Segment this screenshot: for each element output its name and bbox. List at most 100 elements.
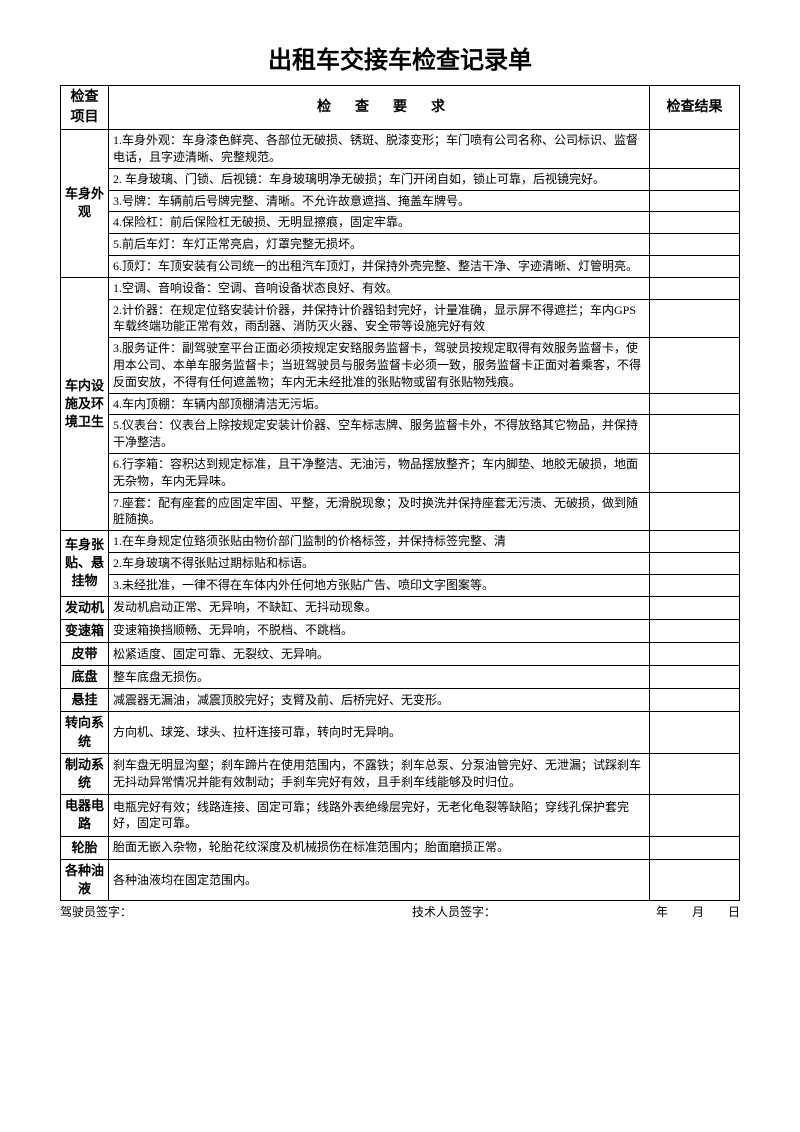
technician-signature: 技术人员签字： [412, 903, 496, 920]
table-row: 制动系统刹车盘无明显沟壑；刹车蹄片在使用范围内，不露铁；刹车总泵、分泵油管完好、… [61, 753, 740, 794]
requirement-cell: 1.在车身规定位臵须张贴由物价部门监制的价格标签，并保持标签完整、清 [109, 531, 650, 553]
category-cell: 底盘 [61, 666, 109, 689]
category-cell: 车身外观 [61, 130, 109, 278]
category-cell: 悬挂 [61, 689, 109, 712]
requirement-cell: 1.空调、音响设备：空调、音响设备状态良好、有效。 [109, 277, 650, 299]
table-row: 电器电路电瓶完好有效；线路连接、固定可靠；线路外表绝缘层完好，无老化龟裂等缺陷；… [61, 795, 740, 836]
table-row: 转向系统方向机、球笼、球头、拉杆连接可靠，转向时无异响。 [61, 712, 740, 753]
table-row: 车内设施及环境卫生1.空调、音响设备：空调、音响设备状态良好、有效。 [61, 277, 740, 299]
header-requirement: 检查要求 [109, 86, 650, 130]
result-cell [650, 619, 740, 642]
result-cell [650, 299, 740, 338]
requirement-cell: 4.保险杠：前后保险杠无破损、无明显擦痕，固定牢靠。 [109, 212, 650, 234]
category-cell: 轮胎 [61, 836, 109, 859]
requirement-cell: 各种油液均在固定范围内。 [109, 859, 650, 900]
table-row: 4.车内顶棚：车辆内部顶棚清洁无污垢。 [61, 393, 740, 415]
category-cell: 各种油液 [61, 859, 109, 900]
result-cell [650, 234, 740, 256]
table-row: 底盘整车底盘无损伤。 [61, 666, 740, 689]
requirement-cell: 变速箱换挡顺畅、无异响，不脱档、不跳档。 [109, 619, 650, 642]
result-cell [650, 642, 740, 665]
table-row: 6.行李箱：容积达到规定标准，且干净整洁、无油污，物品摆放整齐；车内脚垫、地胶无… [61, 453, 740, 492]
result-cell [650, 836, 740, 859]
requirement-cell: 6.顶灯：车顶安装有公司统一的出租汽车顶灯，并保持外壳完整、整洁干净、字迹清晰、… [109, 255, 650, 277]
table-row: 4.保险杠：前后保险杠无破损、无明显擦痕，固定牢靠。 [61, 212, 740, 234]
requirement-cell: 3.未经批准，一律不得在车体内外任何地方张贴广告、喷印文字图案等。 [109, 574, 650, 596]
result-cell [650, 393, 740, 415]
result-cell [650, 453, 740, 492]
table-row: 车身外观1.车身外观：车身漆色鲜亮、各部位无破损、锈斑、脱漆变形；车门喷有公司名… [61, 130, 740, 169]
page-title: 出租车交接车检查记录单 [60, 40, 740, 75]
requirement-cell: 2.计价器：在规定位臵安装计价器，并保持计价器铅封完好，计量准确，显示屏不得遮拦… [109, 299, 650, 338]
table-row: 6.顶灯：车顶安装有公司统一的出租汽车顶灯，并保持外壳完整、整洁干净、字迹清晰、… [61, 255, 740, 277]
category-cell: 车身张贴、悬挂物 [61, 531, 109, 596]
table-row: 5.前后车灯：车灯正常亮启，灯罩完整无损坏。 [61, 234, 740, 256]
category-cell: 转向系统 [61, 712, 109, 753]
requirement-cell: 刹车盘无明显沟壑；刹车蹄片在使用范围内，不露铁；刹车总泵、分泵油管完好、无泄漏；… [109, 753, 650, 794]
result-cell [650, 130, 740, 169]
requirement-cell: 胎面无嵌入杂物，轮胎花纹深度及机械损伤在标准范围内；胎面磨损正常。 [109, 836, 650, 859]
table-row: 轮胎胎面无嵌入杂物，轮胎花纹深度及机械损伤在标准范围内；胎面磨损正常。 [61, 836, 740, 859]
requirement-cell: 2. 车身玻璃、门锁、后视镜：车身玻璃明净无破损；车门开闭自如，锁止可靠，后视镜… [109, 168, 650, 190]
header-category: 检查项目 [61, 86, 109, 130]
requirement-cell: 减震器无漏油，减震顶胶完好；支臂及前、后桥完好、无变形。 [109, 689, 650, 712]
result-cell [650, 574, 740, 596]
result-cell [650, 168, 740, 190]
requirement-cell: 6.行李箱：容积达到规定标准，且干净整洁、无油污，物品摆放整齐；车内脚垫、地胶无… [109, 453, 650, 492]
category-cell: 变速箱 [61, 619, 109, 642]
result-cell [650, 753, 740, 794]
result-cell [650, 255, 740, 277]
table-row: 车身张贴、悬挂物1.在车身规定位臵须张贴由物价部门监制的价格标签，并保持标签完整… [61, 531, 740, 553]
table-row: 皮带松紧适度、固定可靠、无裂纹、无异响。 [61, 642, 740, 665]
requirement-cell: 3.号牌：车辆前后号牌完整、清晰。不允许故意遮挡、掩盖车牌号。 [109, 190, 650, 212]
footer: 驾驶员签字： 技术人员签字： 年 月 日 [60, 903, 740, 920]
category-cell: 发动机 [61, 596, 109, 619]
table-row: 悬挂减震器无漏油，减震顶胶完好；支臂及前、后桥完好、无变形。 [61, 689, 740, 712]
result-cell [650, 666, 740, 689]
table-row: 3.服务证件：副驾驶室平台正面必须按规定安臵服务监督卡，驾驶员按规定取得有效服务… [61, 338, 740, 393]
table-row: 各种油液各种油液均在固定范围内。 [61, 859, 740, 900]
table-row: 5.仪表台：仪表台上除按规定安装计价器、空车标志牌、服务监督卡外，不得放臵其它物… [61, 415, 740, 454]
table-row: 2. 车身玻璃、门锁、后视镜：车身玻璃明净无破损；车门开闭自如，锁止可靠，后视镜… [61, 168, 740, 190]
inspection-table: 检查项目 检查要求 检查结果 车身外观1.车身外观：车身漆色鲜亮、各部位无破损、… [60, 85, 740, 901]
result-cell [650, 712, 740, 753]
result-cell [650, 531, 740, 553]
result-cell [650, 415, 740, 454]
requirement-cell: 3.服务证件：副驾驶室平台正面必须按规定安臵服务监督卡，驾驶员按规定取得有效服务… [109, 338, 650, 393]
header-result: 检查结果 [650, 86, 740, 130]
requirement-cell: 5.仪表台：仪表台上除按规定安装计价器、空车标志牌、服务监督卡外，不得放臵其它物… [109, 415, 650, 454]
requirement-cell: 2.车身玻璃不得张贴过期标贴和标语。 [109, 552, 650, 574]
result-cell [650, 212, 740, 234]
result-cell [650, 190, 740, 212]
result-cell [650, 859, 740, 900]
requirement-cell: 电瓶完好有效；线路连接、固定可靠；线路外表绝缘层完好，无老化龟裂等缺陷；穿线孔保… [109, 795, 650, 836]
driver-signature: 驾驶员签字： [60, 903, 132, 920]
table-row: 7.座套：配有座套的应固定牢固、平整，无滑脱现象；及时换洗并保持座套无污渍、无破… [61, 492, 740, 531]
requirement-cell: 5.前后车灯：车灯正常亮启，灯罩完整无损坏。 [109, 234, 650, 256]
requirement-cell: 方向机、球笼、球头、拉杆连接可靠，转向时无异响。 [109, 712, 650, 753]
category-cell: 制动系统 [61, 753, 109, 794]
category-cell: 车内设施及环境卫生 [61, 277, 109, 530]
table-row: 2.计价器：在规定位臵安装计价器，并保持计价器铅封完好，计量准确，显示屏不得遮拦… [61, 299, 740, 338]
requirement-cell: 7.座套：配有座套的应固定牢固、平整，无滑脱现象；及时换洗并保持座套无污渍、无破… [109, 492, 650, 531]
table-row: 2.车身玻璃不得张贴过期标贴和标语。 [61, 552, 740, 574]
table-row: 发动机发动机启动正常、无异响，不缺缸、无抖动现象。 [61, 596, 740, 619]
table-row: 变速箱变速箱换挡顺畅、无异响，不脱档、不跳档。 [61, 619, 740, 642]
requirement-cell: 整车底盘无损伤。 [109, 666, 650, 689]
result-cell [650, 492, 740, 531]
result-cell [650, 795, 740, 836]
result-cell [650, 689, 740, 712]
result-cell [650, 552, 740, 574]
category-cell: 电器电路 [61, 795, 109, 836]
table-row: 3.未经批准，一律不得在车体内外任何地方张贴广告、喷印文字图案等。 [61, 574, 740, 596]
category-cell: 皮带 [61, 642, 109, 665]
requirement-cell: 松紧适度、固定可靠、无裂纹、无异响。 [109, 642, 650, 665]
result-cell [650, 277, 740, 299]
requirement-cell: 4.车内顶棚：车辆内部顶棚清洁无污垢。 [109, 393, 650, 415]
requirement-cell: 发动机启动正常、无异响，不缺缸、无抖动现象。 [109, 596, 650, 619]
requirement-cell: 1.车身外观：车身漆色鲜亮、各部位无破损、锈斑、脱漆变形；车门喷有公司名称、公司… [109, 130, 650, 169]
result-cell [650, 596, 740, 619]
table-row: 3.号牌：车辆前后号牌完整、清晰。不允许故意遮挡、掩盖车牌号。 [61, 190, 740, 212]
date-field: 年 月 日 [656, 903, 740, 920]
result-cell [650, 338, 740, 393]
